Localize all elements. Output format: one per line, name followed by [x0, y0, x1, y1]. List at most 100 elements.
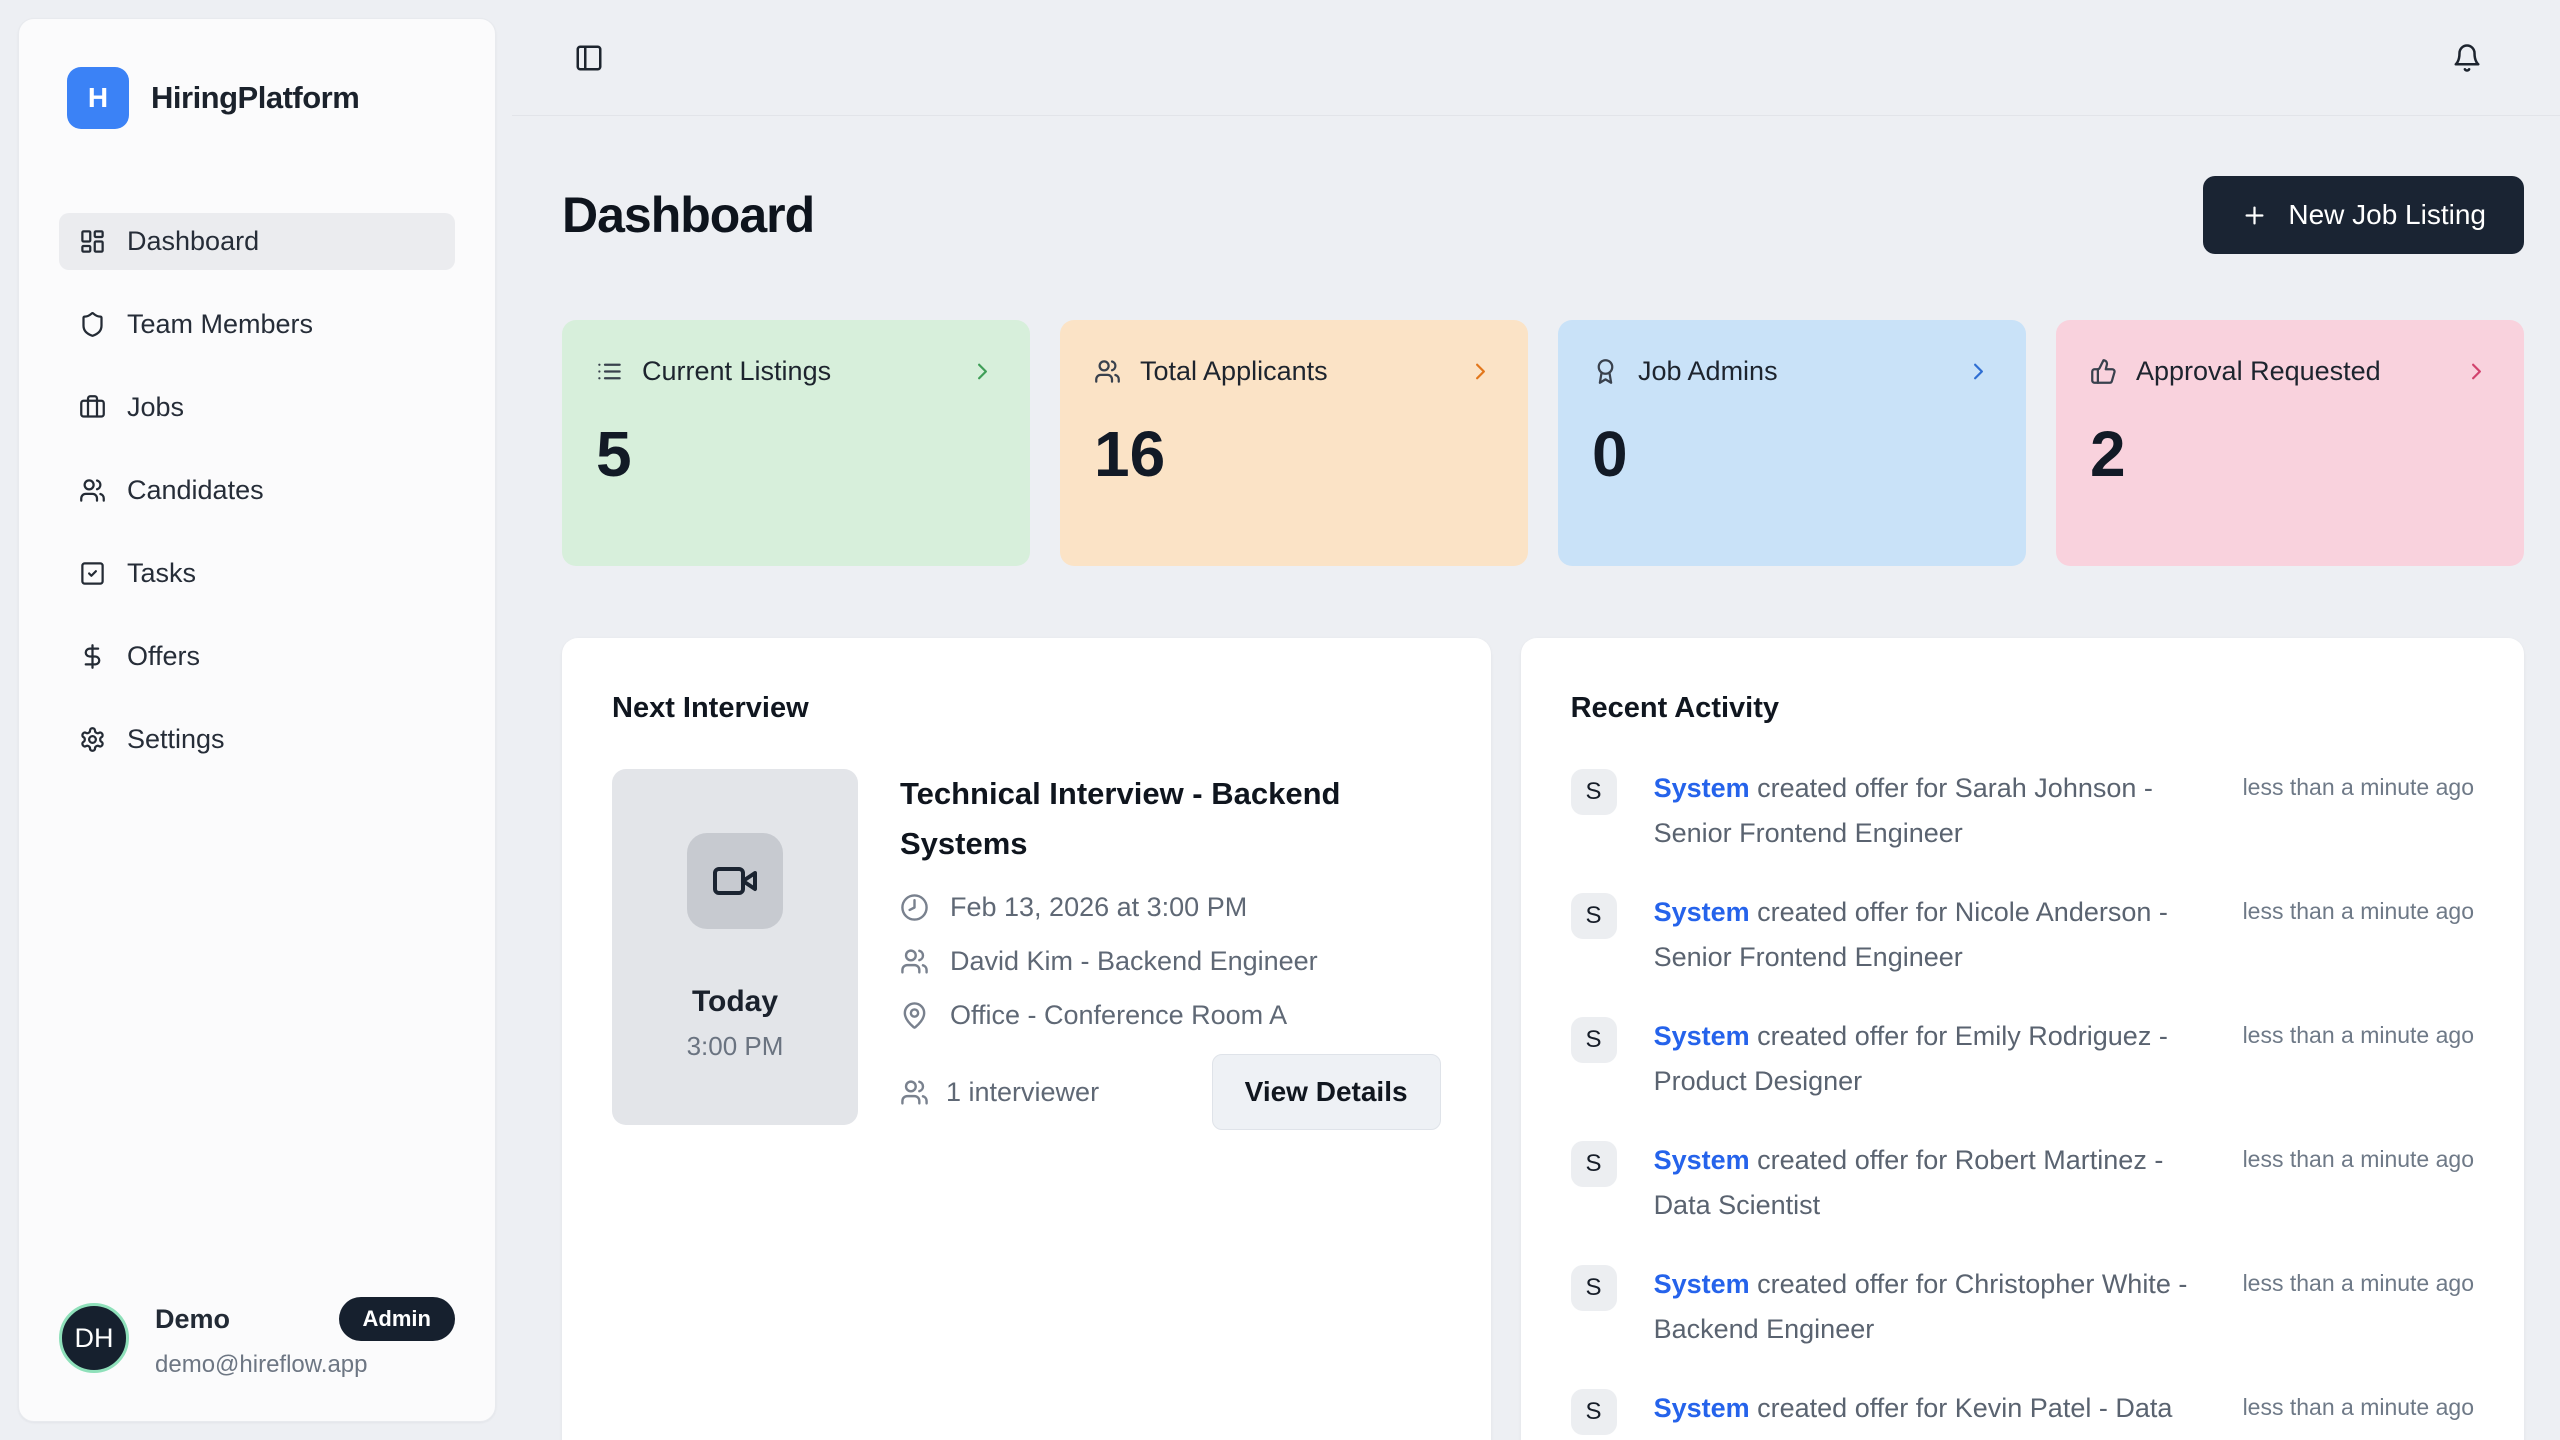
activity-actor-link[interactable]: System: [1653, 1393, 1750, 1423]
stat-card-approval-requested[interactable]: Approval Requested 2: [2056, 320, 2524, 566]
interview-time: 3:00 PM: [686, 1030, 784, 1061]
sidebar-item-label: Settings: [127, 724, 225, 754]
activity-actor-link[interactable]: System: [1653, 1021, 1750, 1051]
activity-text: System created offer for Nicole Anderson…: [1654, 890, 2206, 980]
view-details-button[interactable]: View Details: [1211, 1054, 1441, 1131]
sidebar-item-offers[interactable]: Offers: [59, 628, 455, 685]
topbar: [512, 0, 2560, 116]
sidebar-item-label: Offers: [127, 641, 201, 671]
activity-item: S System created offer for Robert Martine…: [1570, 1138, 2474, 1228]
activity-item: S System created offer for Nicole Anderso…: [1570, 890, 2474, 980]
user-info: Demo Admin demo@hireflow.app: [155, 1297, 455, 1379]
award-icon: [1592, 358, 1619, 385]
sidebar-item-label: Tasks: [127, 558, 197, 588]
activity-avatar: S: [1570, 1017, 1617, 1063]
stat-label: Current Listings: [642, 356, 832, 386]
sidebar-item-label: Candidates: [127, 475, 264, 505]
recent-activity-title: Recent Activity: [1570, 692, 1779, 724]
recent-activity-card: Recent Activity S System created offer fo…: [1520, 638, 2524, 1440]
plus-icon: [2241, 202, 2268, 229]
interview-day: Today: [691, 984, 779, 1018]
activity-text: System created offer for Robert Martinez…: [1654, 1138, 2206, 1228]
next-interview-card: Next Interview Today 3:00 PM Technical I…: [562, 638, 1491, 1440]
list-icon: [596, 358, 623, 385]
settings-icon: [79, 726, 106, 753]
sidebar-item-jobs[interactable]: Jobs: [59, 379, 455, 436]
activity-avatar: S: [1570, 1389, 1617, 1435]
activity-description: created offer for Emily Rodriguez - Prod…: [1653, 1021, 2168, 1096]
activity-list: S System created offer for Sarah Johnson …: [1570, 766, 2474, 1440]
app-logo-letter: H: [87, 82, 109, 113]
stats-row: Current Listings 5 Total Applicants 16 Job A…: [562, 320, 2524, 566]
activity-actor-link[interactable]: System: [1653, 897, 1750, 927]
user-email: demo@hireflow.app: [155, 1351, 368, 1378]
activity-item: S System created offer for Sarah Johnson …: [1570, 766, 2474, 856]
activity-item: S System created offer for Emily Rodrigue…: [1570, 1017, 2474, 1104]
stat-value: 16: [1094, 418, 1166, 490]
chevron-right-icon: [2463, 358, 2490, 385]
notifications-bell-icon[interactable]: [2452, 43, 2482, 73]
sidebar-item-label: Dashboard: [127, 226, 260, 256]
activity-text: System created offer for Sarah Johnson -…: [1654, 766, 2206, 856]
next-interview-title: Next Interview: [612, 692, 809, 724]
sidebar-item-team-members[interactable]: Team Members: [59, 296, 455, 353]
page-head: Dashboard New Job Listing: [562, 176, 2524, 254]
briefcase-icon: [79, 394, 106, 421]
sidebar-item-label: Jobs: [127, 392, 185, 422]
activity-avatar: S: [1570, 769, 1617, 815]
app-title: HiringPlatform: [151, 80, 360, 115]
video-icon-tile: [687, 832, 783, 929]
activity-actor-link[interactable]: System: [1653, 1145, 1750, 1175]
activity-item: S System created offer for Kevin Patel - …: [1570, 1386, 2474, 1440]
square-check-icon: [79, 560, 106, 587]
activity-description: created offer for Kevin Patel - Data Sci…: [1654, 1393, 2173, 1440]
role-badge: Admin: [338, 1297, 455, 1341]
activity-avatar: S: [1570, 1265, 1617, 1311]
layout-dashboard-icon: [79, 228, 106, 255]
user-profile[interactable]: DH Demo Admin demo@hireflow.app: [59, 1297, 455, 1379]
shield-icon: [79, 311, 106, 338]
activity-actor-link[interactable]: System: [1653, 1269, 1750, 1299]
activity-description: created offer for Christopher White - Ba…: [1653, 1269, 2188, 1344]
new-job-listing-button[interactable]: New Job Listing: [2203, 176, 2524, 254]
chevron-right-icon: [1965, 358, 1992, 385]
sidebar-item-candidates[interactable]: Candidates: [59, 462, 455, 519]
activity-item: S System created offer for Christopher Wh…: [1570, 1262, 2474, 1352]
dollar-sign-icon: [79, 643, 106, 670]
thumbs-up-icon: [2090, 358, 2117, 385]
interview-date-tile: Today 3:00 PM: [612, 769, 858, 1125]
sidebar: H HiringPlatform Dashboard Team Members Jo…: [18, 18, 496, 1422]
sidebar-item-settings[interactable]: Settings: [59, 711, 455, 768]
stat-label: Job Admins: [1638, 356, 1778, 386]
main-area: Dashboard New Job Listing Current Listin…: [512, 0, 2560, 1440]
stat-card-total-applicants[interactable]: Total Applicants 16: [1060, 320, 1528, 566]
sidebar-region: H HiringPlatform Dashboard Team Members Jo…: [0, 0, 512, 1440]
activity-avatar: S: [1570, 893, 1617, 939]
stat-value: 5: [596, 418, 632, 490]
stat-value: 0: [1592, 418, 1628, 490]
clock-icon: [900, 893, 929, 922]
activity-description: created offer for Nicole Anderson - Seni…: [1653, 897, 2168, 972]
users-icon: [1094, 358, 1121, 385]
activity-actor-link[interactable]: System: [1653, 773, 1750, 803]
activity-avatar: S: [1570, 1141, 1617, 1187]
sidebar-toggle-icon[interactable]: [574, 43, 604, 73]
interview-datetime-row: Feb 13, 2026 at 3:00 PM: [900, 892, 1441, 923]
sidebar-item-tasks[interactable]: Tasks: [59, 545, 455, 602]
stat-card-current-listings[interactable]: Current Listings 5: [562, 320, 1030, 566]
chevron-right-icon: [969, 358, 996, 385]
activity-timestamp: less than a minute ago: [2242, 1022, 2474, 1048]
sidebar-item-dashboard[interactable]: Dashboard: [59, 213, 455, 270]
stat-card-job-admins[interactable]: Job Admins 0: [1558, 320, 2026, 566]
stat-label: Approval Requested: [2136, 356, 2381, 386]
lower-section: Next Interview Today 3:00 PM Technical I…: [562, 638, 2524, 1440]
users-icon: [900, 947, 929, 976]
activity-timestamp: less than a minute ago: [2242, 1146, 2474, 1172]
chevron-right-icon: [1467, 358, 1494, 385]
activity-text: System created offer for Kevin Patel - D…: [1654, 1386, 2206, 1440]
activity-text: System created offer for Christopher Whi…: [1654, 1262, 2206, 1352]
interview-location-row: Office - Conference Room A: [900, 1000, 1441, 1031]
users-icon: [900, 1078, 929, 1107]
user-name: Demo: [155, 1303, 231, 1334]
interviewer-count: 1 interviewer: [900, 1077, 1099, 1108]
